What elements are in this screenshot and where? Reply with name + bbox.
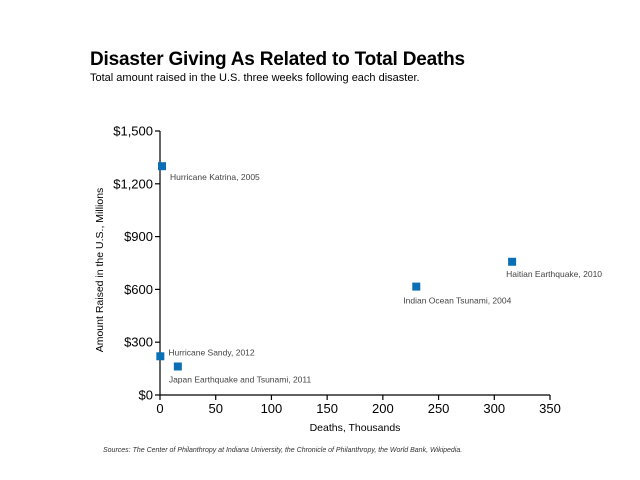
y-tick-label: $300 [124,335,153,350]
data-point [156,352,165,361]
data-point [173,362,182,371]
x-tick-label: 350 [539,401,561,416]
y-tick-label: $0 [139,388,153,403]
x-tick-label: 250 [428,401,450,416]
x-tick-label: 300 [483,401,505,416]
x-axis-label: Deaths, Thousands [310,422,401,434]
chart-title: Disaster Giving As Related to Total Deat… [90,49,465,70]
y-axis-label: Amount Raised in the U.S., Millions [94,188,106,353]
y-tick-label: $900 [124,229,153,244]
x-tick-label: 100 [261,401,283,416]
data-point-label: Japan Earthquake and Tsunami, 2011 [169,374,312,384]
y-tick-label: $1,200 [113,176,153,191]
data-point [508,257,517,266]
y-tick-label: $1,500 [113,124,153,139]
x-tick-label: 0 [156,401,163,416]
sources-note: Sources: The Center of Philanthropy at I… [103,447,463,454]
data-point-label: Hurricane Sandy, 2012 [168,347,255,357]
x-tick-label: 200 [372,401,394,416]
x-tick-label: 150 [316,401,338,416]
data-point-label: Indian Ocean Tsunami, 2004 [403,296,511,306]
data-point [412,282,421,291]
data-point-label: Hurricane Katrina, 2005 [170,172,260,182]
data-point-label: Haitian Earthquake, 2010 [506,269,602,279]
chart-subtitle: Total amount raised in the U.S. three we… [90,72,420,84]
y-tick-label: $600 [124,282,153,297]
x-tick-label: 50 [208,401,222,416]
data-point [158,162,167,171]
